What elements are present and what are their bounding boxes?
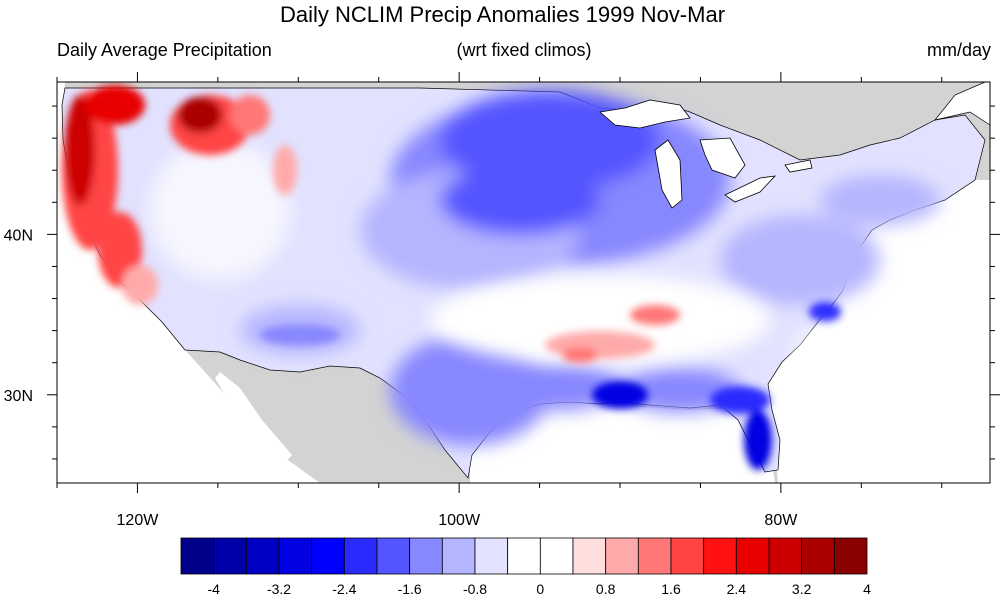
colorbar: -4 -3.2 -2.4 -1.6 -0.8 0 0.8 1.6 2.4 3.2 4 [180,537,871,597]
gulf-of-mexico [470,402,775,483]
lake-huron [699,137,746,179]
colorbar-swatch [703,537,737,575]
map-frame [56,81,991,484]
colorbar-swatch [833,537,868,575]
colorbar-swatch [735,537,770,575]
colorbar-label: 2.4 [727,581,747,597]
pacific-water [57,82,320,483]
colorbar-label: -0.8 [463,581,487,597]
lake-erie [724,175,777,203]
colorbar-label: -1.6 [398,581,422,597]
colorbar-label: 0 [536,581,544,597]
colorbar-swatch [801,537,835,575]
lake-michigan [654,139,683,209]
lon-tick-label: 80W [764,512,798,529]
colorbar-swatch [441,537,476,575]
colorbar-swatch [213,537,247,575]
colorbar-label: 4 [863,581,871,597]
ocean-water [765,180,990,483]
subtitle-center: (wrt fixed climos) [456,40,592,60]
colorbar-label: -3.2 [267,581,291,597]
colorbar-swatch [343,537,378,575]
colorbar-swatch [311,537,345,575]
lon-tick-label: 120W [117,512,160,529]
colorbar-swatch [572,537,607,575]
colorbar-label: 0.8 [596,581,616,597]
colorbar-swatch [768,537,803,575]
colorbar-swatch [539,537,574,575]
map-content [57,82,990,483]
lake-superior [599,99,691,129]
colorbar-swatch [245,537,280,575]
colorbar-swatch [605,537,639,575]
colorbar-label: 3.2 [792,581,812,597]
colorbar-label: -4 [207,581,220,597]
colorbar-swatch [376,537,411,575]
colorbar-swatch [409,537,443,575]
units-label: mm/day [926,40,991,60]
lon-tick-label: 100W [438,512,481,529]
gulf-of-california [215,372,292,468]
subtitle-left: Daily Average Precipitation [57,40,272,60]
colorbar-swatch [180,537,215,575]
colorbar-swatch [278,537,313,575]
map-title: Daily NCLIM Precip Anomalies 1999 Nov-Ma… [279,2,726,27]
colorbar-label: -2.4 [332,581,356,597]
colorbar-swatch [474,537,509,575]
map-ticks: 120W 100W 80W 40N 30N [4,72,1000,529]
colorbar-swatch [637,537,672,575]
colorbar-swatch [507,537,541,575]
great-lakes [599,99,813,209]
colorbar-label: 1.6 [661,581,681,597]
lat-tick-label: 30N [4,388,33,405]
colorbar-swatch [670,537,705,575]
st-lawrence-water [934,82,990,126]
lat-tick-label: 40N [4,227,33,244]
lake-ontario [784,159,813,173]
